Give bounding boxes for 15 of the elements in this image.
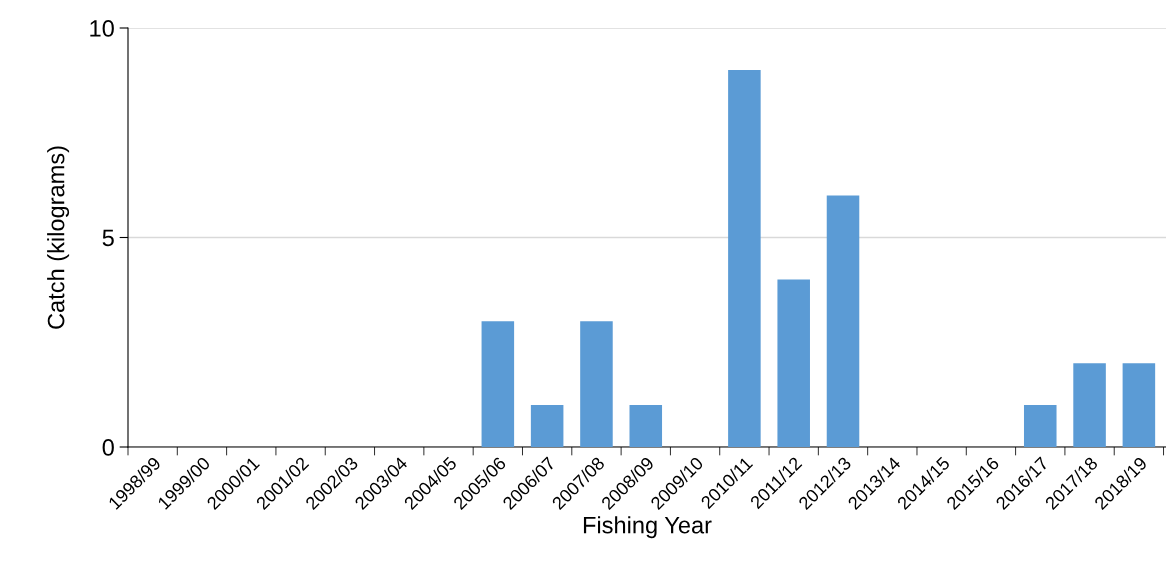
y-tick-label: 0 [102,439,114,456]
bar [1073,363,1106,447]
y-tick-label: 10 [90,20,114,37]
bar [728,69,761,447]
bar [530,405,564,447]
bar [1122,363,1156,447]
y-axis-title: Catch (kilograms) [47,146,70,329]
bar [777,279,810,447]
bar [580,321,613,447]
y-tick-label: 5 [102,229,114,247]
x-axis-title: Fishing Year [583,516,712,539]
bar [481,321,515,447]
bar [629,405,663,447]
bar [826,195,860,447]
bar [1023,405,1057,447]
